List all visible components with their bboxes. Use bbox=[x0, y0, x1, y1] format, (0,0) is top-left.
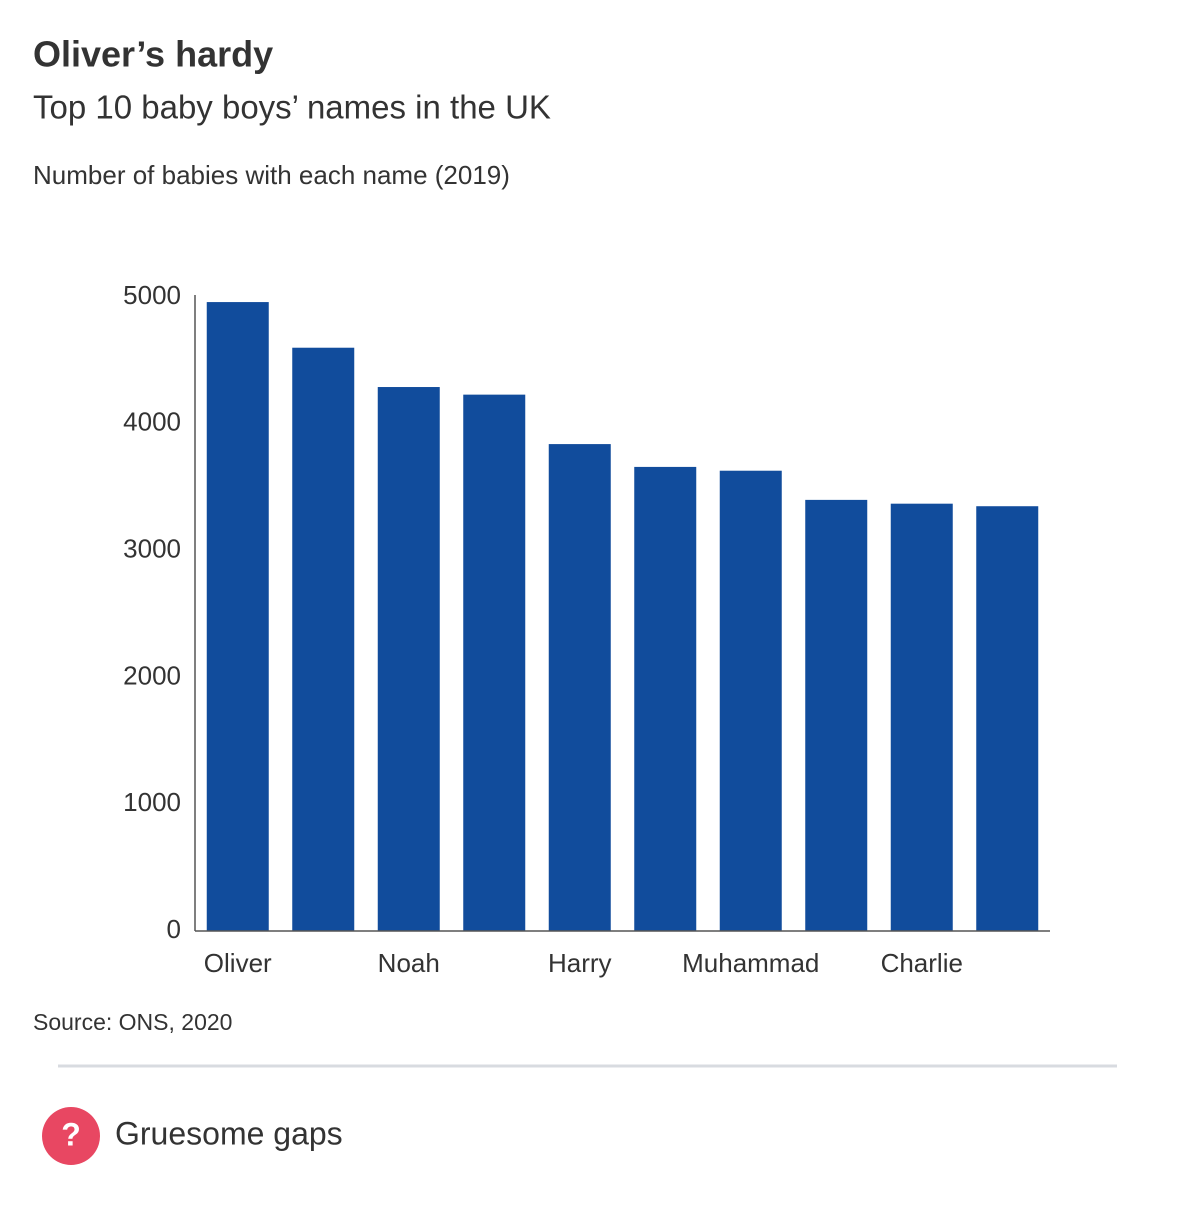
bar bbox=[548, 444, 611, 931]
y-tick-label: 3000 bbox=[123, 533, 181, 563]
x-tick-label: Harry bbox=[548, 948, 612, 978]
y-tick-label: 2000 bbox=[123, 660, 181, 690]
bar bbox=[976, 506, 1039, 931]
chart-title: Oliver’s hardy bbox=[33, 34, 273, 75]
bar bbox=[634, 466, 697, 931]
bar bbox=[292, 347, 355, 932]
bar bbox=[463, 394, 526, 931]
y-tick-label: 4000 bbox=[123, 407, 181, 437]
help-icon[interactable] bbox=[42, 1107, 100, 1165]
y-axis-label: Number of babies with each name (2019) bbox=[33, 160, 510, 190]
bar bbox=[805, 499, 868, 931]
bar bbox=[206, 302, 269, 931]
x-tick-label: Charlie bbox=[881, 948, 963, 978]
bar bbox=[890, 503, 953, 931]
bar bbox=[377, 387, 440, 931]
y-tick-label: 0 bbox=[167, 914, 181, 944]
x-tick-label: Noah bbox=[378, 948, 440, 978]
source: Source: ONS, 2020 bbox=[33, 1009, 232, 1035]
y-tick-label: 1000 bbox=[123, 787, 181, 817]
y-tick-label: 5000 bbox=[123, 280, 181, 310]
bar bbox=[719, 470, 782, 931]
footer-link[interactable]: Gruesome gaps bbox=[115, 1115, 343, 1151]
help-icon-text[interactable]: ? bbox=[61, 1116, 81, 1152]
x-tick-label: Muhammad bbox=[682, 948, 819, 978]
chart-subtitle: Top 10 baby boys’ names in the UK bbox=[33, 89, 551, 126]
x-tick-label: Oliver bbox=[204, 948, 272, 978]
